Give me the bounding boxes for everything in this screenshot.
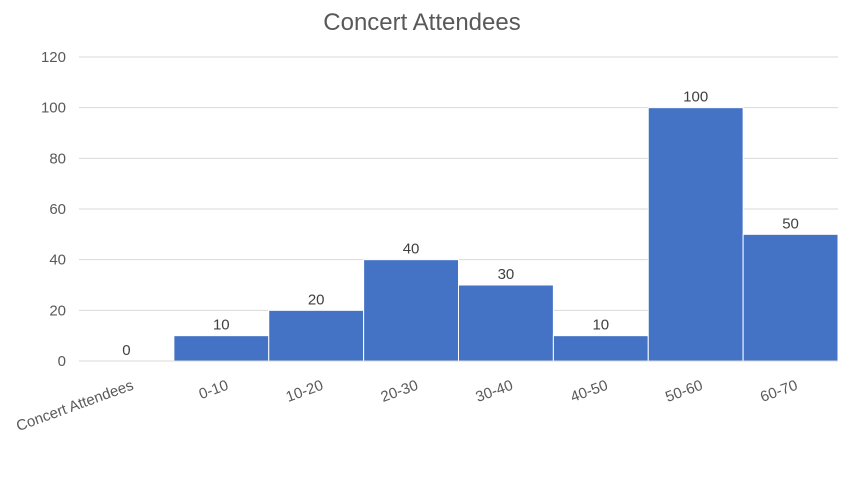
x-axis-tick-labels: Concert Attendees 0-10 10-20 20-30 30-40 40-5… [14, 377, 800, 435]
x-tick-label: 50-60 [663, 377, 705, 406]
x-tick-label: 30-40 [473, 377, 515, 406]
data-label: 0 [122, 342, 130, 359]
y-axis-tick-labels: 0 20 40 60 80 100 120 [41, 49, 66, 370]
chart-title: Concert Attendees [323, 9, 520, 36]
data-label: 100 [683, 89, 708, 106]
y-tick-label: 100 [41, 100, 66, 117]
data-label: 10 [592, 317, 609, 334]
bar [742, 233, 839, 362]
bar [363, 259, 459, 362]
bar [458, 284, 554, 362]
bars [173, 107, 839, 362]
data-label: 30 [498, 266, 515, 283]
bar [552, 335, 649, 362]
bar [647, 107, 744, 362]
x-tick-label: 0-10 [197, 377, 231, 403]
bar [173, 335, 270, 362]
y-tick-label: 0 [58, 353, 66, 370]
y-tick-label: 60 [49, 201, 66, 218]
x-tick-label: 20-30 [379, 377, 421, 406]
x-tick-label: 10-20 [284, 377, 326, 406]
y-tick-label: 120 [41, 49, 66, 66]
y-tick-label: 40 [49, 252, 66, 269]
x-tick-label: 40-50 [568, 377, 610, 406]
data-label: 50 [782, 215, 799, 232]
data-label: 10 [213, 317, 230, 334]
y-tick-label: 20 [49, 302, 66, 319]
bar [268, 309, 365, 362]
data-label: 20 [308, 291, 325, 308]
data-labels: 0 10 20 40 30 10 100 50 [122, 89, 799, 359]
y-tick-label: 80 [49, 150, 66, 167]
x-tick-label: Concert Attendees [14, 377, 136, 435]
x-tick-label: 60-70 [758, 377, 800, 406]
data-label: 40 [403, 241, 420, 258]
